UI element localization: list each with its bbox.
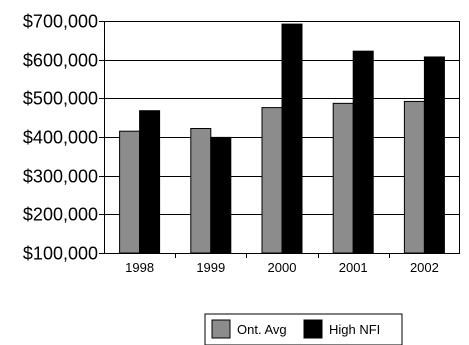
bar-ont-avg-1998 — [119, 130, 141, 254]
legend-swatch-ont-avg — [211, 319, 231, 339]
y-tick-label: $100,000 — [23, 244, 98, 264]
y-tick-labels: $100,000 $200,000 $300,000 $400,000 $500,000… — [23, 12, 98, 264]
x-tick-labels: 1998 1999 2000 2001 2002 — [125, 260, 439, 275]
x-tick-label: 1999 — [196, 260, 225, 275]
legend-label-high-nfi: High NFI — [329, 322, 380, 337]
x-tick-label: 2002 — [410, 260, 439, 275]
axes — [99, 21, 460, 258]
bar-ont-avg-2000 — [261, 107, 283, 254]
y-tick-label: $400,000 — [23, 128, 98, 148]
bar-high-nfi-1998 — [139, 110, 161, 254]
bars — [119, 23, 445, 254]
y-tick-label: $500,000 — [23, 89, 98, 109]
bar-high-nfi-2000 — [281, 23, 303, 254]
x-tick-label: 1998 — [125, 260, 154, 275]
legend: Ont. Avg High NFI — [204, 313, 403, 345]
bar-ont-avg-2001 — [332, 102, 354, 254]
bar-high-nfi-1999 — [210, 136, 232, 254]
bar-high-nfi-2001 — [352, 50, 374, 254]
legend-label-ont-avg: Ont. Avg — [237, 322, 287, 337]
legend-swatch-high-nfi — [303, 319, 323, 339]
x-tick-label: 2001 — [339, 260, 368, 275]
bar-high-nfi-2002 — [423, 56, 445, 254]
y-tick-label: $300,000 — [23, 167, 98, 187]
bar-ont-avg-2002 — [403, 100, 425, 254]
y-tick-label: $700,000 — [23, 12, 98, 32]
y-tick-label: $600,000 — [23, 51, 98, 71]
bar-ont-avg-1999 — [190, 127, 212, 254]
y-tick-label: $200,000 — [23, 205, 98, 225]
x-tick-label: 2000 — [268, 260, 297, 275]
